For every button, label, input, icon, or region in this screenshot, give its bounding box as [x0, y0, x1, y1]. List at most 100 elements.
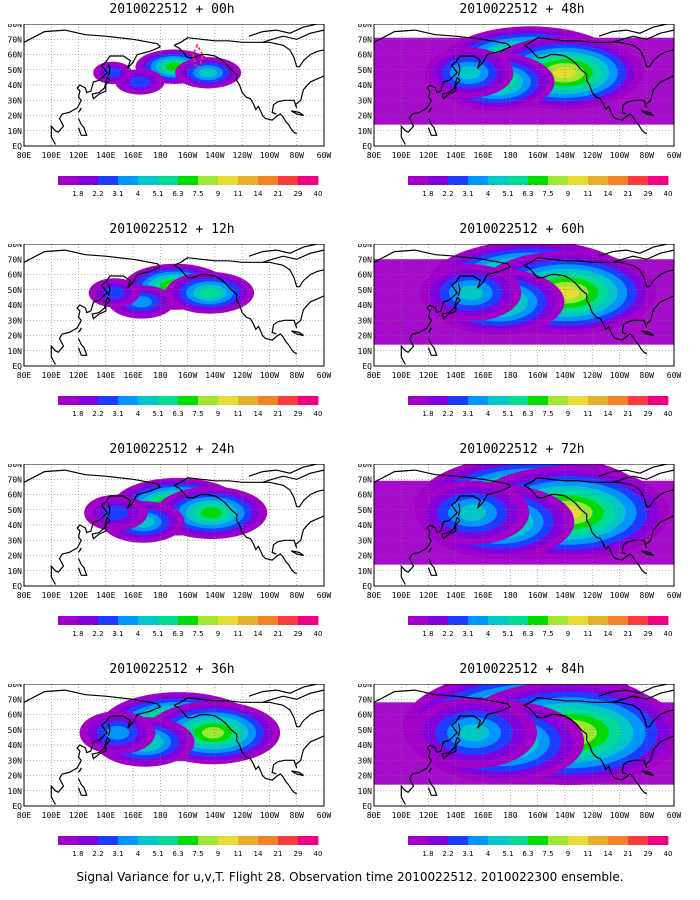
colorbar: 1.8 2.2 3.1 4 5.1 6.3 7.5 9 11 14 21 29 40	[408, 836, 672, 858]
lat-tick-label: 20N	[358, 332, 373, 341]
lat-tick-label: 70N	[8, 695, 23, 704]
colorbar-swatch	[468, 836, 489, 845]
colorbar-label: 3.1	[462, 850, 473, 858]
lon-tick-label: 80E	[17, 151, 32, 160]
colorbar-swatch	[628, 616, 649, 625]
lat-tick-label: 60N	[358, 51, 373, 60]
colorbar-label: 9	[566, 190, 570, 198]
colorbar-label: 7.5	[192, 850, 203, 858]
coastlines	[374, 244, 674, 365]
lon-tick-label: 140W	[555, 811, 574, 820]
colorbar-label: 1.8	[72, 410, 83, 418]
colorbar-swatch	[508, 836, 529, 845]
lat-tick-label: 80N	[8, 244, 23, 249]
colorbar-label: 4	[486, 190, 491, 198]
colorbar-swatch	[198, 616, 219, 625]
colorbar-swatch	[58, 836, 79, 845]
lon-tick-label: 140E	[96, 371, 115, 380]
colorbar-swatch	[278, 836, 299, 845]
colorbar-label: 1.8	[422, 410, 433, 418]
colorbar-label: 29	[294, 850, 303, 858]
lon-tick-label: 180	[153, 591, 168, 600]
lat-tick-label: 20N	[358, 552, 373, 561]
colorbar-swatch	[238, 616, 259, 625]
map-panel: 2010022512 + 84h 80N 70N 60N 50N 40N 30N 20N 10N…	[352, 662, 692, 880]
lon-tick-label: 160W	[528, 811, 547, 820]
colorbar-swatch	[488, 616, 509, 625]
colorbar-label: 14	[604, 630, 613, 638]
colorbar-label: 1.8	[422, 850, 433, 858]
colorbar-label: 7.5	[542, 630, 553, 638]
colorbar-swatch	[588, 396, 609, 405]
lon-tick-label: 120E	[419, 371, 438, 380]
colorbar-label: 21	[274, 630, 283, 638]
colorbar-label: 2.2	[92, 630, 103, 638]
colorbar-label: 29	[294, 190, 303, 198]
colorbar-swatch	[298, 176, 319, 185]
lat-tick-label: 80N	[358, 684, 373, 689]
lon-tick-label: 80E	[367, 371, 382, 380]
panel-title: 2010022512 + 60h	[459, 222, 585, 237]
lon-tick-label: 100W	[610, 151, 629, 160]
lon-tick-label: 80W	[640, 371, 655, 380]
colorbar-label: 14	[254, 850, 263, 858]
colorbar-label: 5.1	[152, 190, 163, 198]
colorbar-swatch	[568, 616, 589, 625]
colorbar-swatch	[278, 176, 299, 185]
colorbar-label: 1.8	[72, 630, 83, 638]
colorbar-label: 2.2	[92, 850, 103, 858]
colorbar-label: 2.2	[92, 410, 103, 418]
lon-tick-label: 120W	[233, 591, 252, 600]
lon-tick-label: 80E	[17, 591, 32, 600]
lon-tick-label: 160W	[178, 151, 197, 160]
lat-tick-label: 20N	[8, 332, 23, 341]
lon-tick-label: 80W	[640, 151, 655, 160]
lat-tick-label: 30N	[8, 756, 23, 765]
colorbar: 1.8 2.2 3.1 4 5.1 6.3 7.5 9 11 14 21 29 40	[408, 616, 672, 638]
colorbar-swatch	[488, 396, 509, 405]
lat-tick-label: 20N	[358, 772, 373, 781]
lon-tick-label: 160E	[473, 811, 492, 820]
lat-tick-label: EQ	[362, 582, 372, 591]
colorbar-label: 3.1	[112, 410, 123, 418]
colorbar-label: 1.8	[72, 190, 83, 198]
colorbar: 1.8 2.2 3.1 4 5.1 6.3 7.5 9 11 14 21 29 40	[408, 176, 672, 198]
colorbar-swatch	[98, 396, 119, 405]
colorbar-swatch	[218, 176, 239, 185]
lon-tick-label: 100W	[260, 591, 279, 600]
variance-field	[374, 684, 674, 785]
map-panel: 2010022512 + 24h 80N 70N 60N 50N 40N 30N 20N 10N…	[2, 442, 342, 660]
lon-tick-label: 160E	[473, 151, 492, 160]
colorbar-swatch	[158, 396, 179, 405]
lon-tick-label: 80W	[290, 151, 305, 160]
colorbar-label: 1.8	[422, 630, 433, 638]
lon-tick-label: 80W	[290, 811, 305, 820]
lat-tick-label: EQ	[12, 582, 22, 591]
lon-tick-label: 140W	[205, 811, 224, 820]
lon-tick-label: 160W	[528, 591, 547, 600]
lon-tick-label: 100W	[260, 151, 279, 160]
lon-tick-label: 80E	[367, 151, 382, 160]
colorbar-swatch	[608, 616, 629, 625]
colorbar-label: 40	[314, 850, 323, 858]
colorbar-label: 11	[234, 630, 243, 638]
lon-tick-label: 60W	[667, 371, 682, 380]
map-panel: 2010022512 + 72h 80N 70N 60N 50N 40N 30N 20N 10N…	[352, 442, 692, 660]
lon-tick-label: 60W	[317, 591, 332, 600]
colorbar-swatch	[278, 396, 299, 405]
colorbar-label: 6.3	[522, 630, 533, 638]
lon-tick-label: 160E	[123, 591, 142, 600]
colorbar-swatch	[528, 836, 549, 845]
lat-tick-label: 60N	[358, 491, 373, 500]
lat-tick-label: 60N	[358, 271, 373, 280]
lat-tick-label: 70N	[358, 475, 373, 484]
colorbar-label: 2.2	[442, 410, 453, 418]
colorbar-label: 14	[604, 410, 613, 418]
lon-tick-label: 180	[503, 371, 518, 380]
colorbar-label: 5.1	[152, 630, 163, 638]
lon-tick-label: 160E	[123, 371, 142, 380]
lon-tick-label: 140W	[555, 371, 574, 380]
colorbar-swatch	[568, 836, 589, 845]
colorbar-label: 4	[136, 190, 141, 198]
colorbar-swatch	[98, 616, 119, 625]
